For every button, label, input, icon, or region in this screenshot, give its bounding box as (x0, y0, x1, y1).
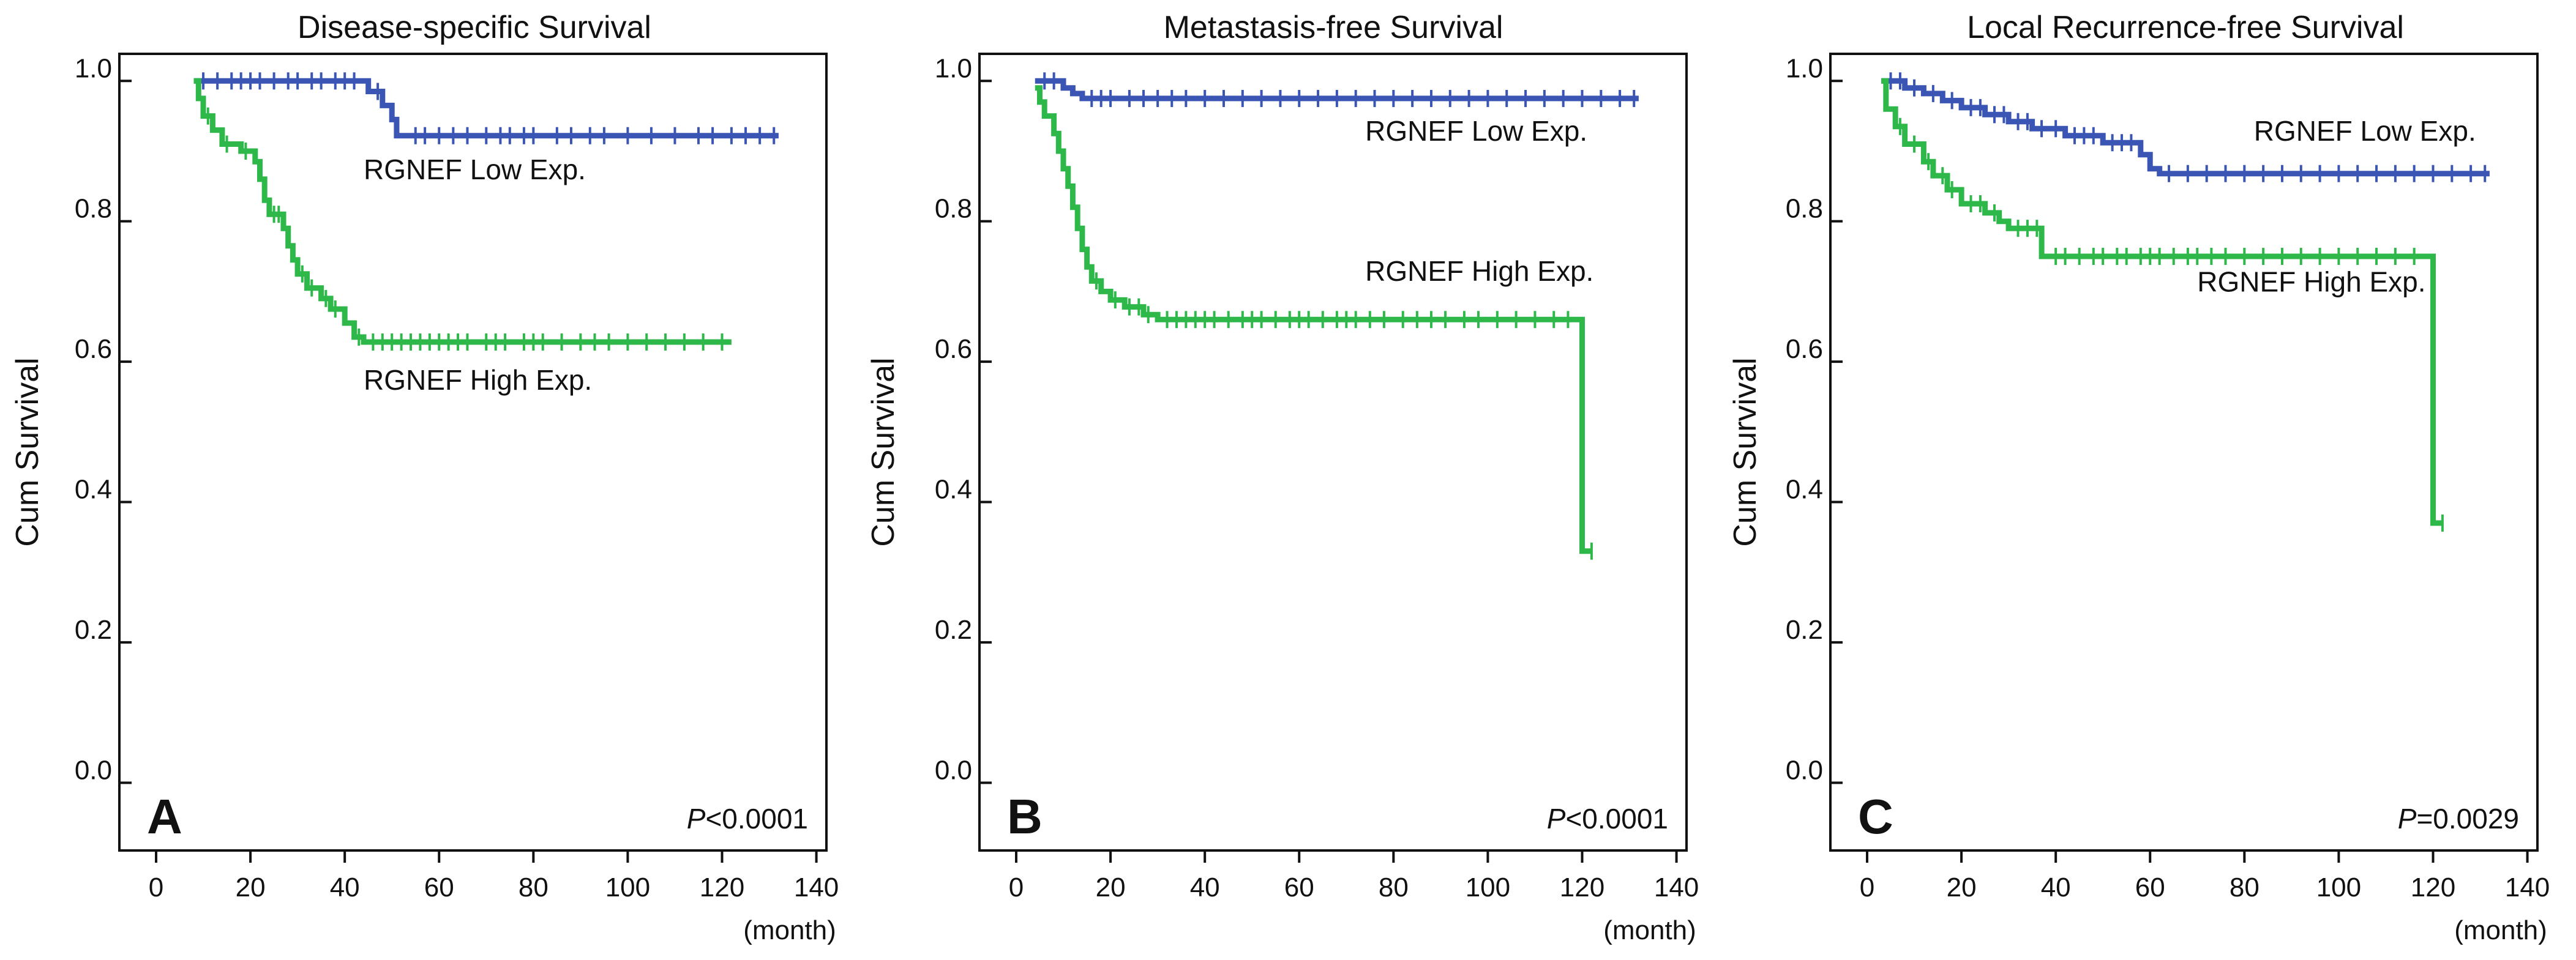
y-tick-label-a: 0.8 (75, 194, 112, 224)
y-tick-label-c: 0.8 (1786, 194, 1823, 224)
x-tick-label-c: 40 (2041, 873, 2071, 902)
y-tick-label-c: 0.6 (1786, 334, 1823, 364)
y-tick-label-a: 0.0 (75, 755, 112, 785)
survival-curve-high-a (193, 78, 732, 345)
x-tick-label-c: 140 (2505, 873, 2550, 902)
survival-curve-high-b (1035, 85, 1592, 554)
panel-letter-a: A (147, 789, 182, 844)
series-label-high-a: RGNEF High Exp. (364, 364, 592, 396)
panel-c: Local Recurrence-free Survival 0.0 0.2 0.4 0… (1728, 10, 2550, 945)
panel-letter-c: C (1858, 789, 1893, 844)
x-tick-label-c: 60 (2135, 873, 2165, 902)
panel-letter-b: B (1007, 789, 1043, 844)
x-tick-label-a: 80 (519, 873, 549, 902)
y-axis-label-c: Cum Survival (1728, 357, 1763, 546)
p-value-symbol-c: P (2398, 803, 2417, 835)
y-tick-label-c: 0.0 (1786, 755, 1823, 785)
chart-title-c: Local Recurrence-free Survival (1967, 10, 2404, 45)
p-value-text-b: <0.0001 (1565, 803, 1668, 835)
x-tick-label-b: 140 (1654, 873, 1699, 902)
p-value-text-a: <0.0001 (705, 803, 808, 835)
y-tick-label-a: 1.0 (75, 53, 112, 83)
x-tick-label-a: 140 (794, 873, 839, 902)
p-value-c: P=0.0029 (2398, 803, 2519, 835)
y-tick-label-a: 0.4 (75, 475, 112, 505)
y-tick-label-b: 0.2 (935, 615, 972, 645)
x-tick-label-b: 100 (1466, 873, 1510, 902)
survival-curve-high-c (1881, 78, 2443, 526)
y-tick-label-b: 0.0 (935, 755, 972, 785)
y-tick-label-b: 0.8 (935, 194, 972, 224)
y-tick-label-c: 0.2 (1786, 615, 1823, 645)
x-tick-label-b: 0 (1009, 873, 1024, 902)
panel-b: Metastasis-free Survival 0.0 0.2 0.4 0.6 0.8 1… (866, 10, 1699, 945)
x-tick-label-a: 60 (424, 873, 454, 902)
plot-frame-c (1829, 53, 2539, 852)
x-axis-label-b: (month) (1603, 915, 1696, 945)
y-axis-label-b: Cum Survival (866, 357, 901, 546)
x-axis-label-c: (month) (2454, 915, 2547, 945)
plot-frame-b (978, 53, 1688, 852)
chart-title-b: Metastasis-free Survival (1164, 10, 1503, 45)
y-tick-label-b: 0.6 (935, 334, 972, 364)
series-label-low-b: RGNEF Low Exp. (1365, 115, 1587, 147)
survival-curve-low-a (193, 78, 779, 139)
series-label-high-c: RGNEF High Exp. (2197, 266, 2425, 297)
x-tick-label-c: 0 (1860, 873, 1874, 902)
x-tick-label-c: 80 (2230, 873, 2260, 902)
p-value-b: P<0.0001 (1547, 803, 1668, 835)
y-tick-label-b: 0.4 (935, 475, 972, 505)
y-tick-label-c: 1.0 (1786, 53, 1823, 83)
x-tick-label-a: 0 (149, 873, 163, 902)
survival-curve-low-b (1035, 78, 1639, 102)
p-value-a: P<0.0001 (687, 803, 808, 835)
x-tick-label-b: 120 (1560, 873, 1604, 902)
x-tick-label-a: 120 (700, 873, 744, 902)
p-value-symbol-a: P (687, 803, 706, 835)
survival-curve-low-c (1881, 78, 2490, 177)
x-tick-label-a: 100 (605, 873, 650, 902)
y-tick-label-a: 0.6 (75, 334, 112, 364)
x-tick-label-a: 20 (236, 873, 266, 902)
series-label-low-c: RGNEF Low Exp. (2254, 115, 2476, 147)
series-label-low-a: RGNEF Low Exp. (364, 154, 586, 185)
y-tick-label-a: 0.2 (75, 615, 112, 645)
x-tick-label-a: 40 (330, 873, 360, 902)
p-value-text-c: =0.0029 (2416, 803, 2519, 835)
series-label-high-b: RGNEF High Exp. (1365, 255, 1593, 287)
panel-a: Disease-specific Survival 0.0 0.2 0.4 0.6 0.8… (10, 10, 839, 945)
y-axis-label-a: Cum Survival (10, 357, 45, 546)
x-tick-label-c: 100 (2316, 873, 2361, 902)
plot-frame-a (118, 53, 828, 852)
x-tick-label-c: 120 (2411, 873, 2455, 902)
x-axis-label-a: (month) (743, 915, 836, 945)
y-tick-label-b: 1.0 (935, 53, 972, 83)
x-tick-label-b: 40 (1190, 873, 1220, 902)
p-value-symbol-b: P (1547, 803, 1566, 835)
chart-title-a: Disease-specific Survival (298, 10, 651, 45)
y-tick-label-c: 0.4 (1786, 475, 1823, 505)
x-tick-label-b: 80 (1379, 873, 1409, 902)
x-tick-label-b: 20 (1096, 873, 1126, 902)
x-tick-label-b: 60 (1284, 873, 1314, 902)
x-tick-label-c: 20 (1947, 873, 1977, 902)
